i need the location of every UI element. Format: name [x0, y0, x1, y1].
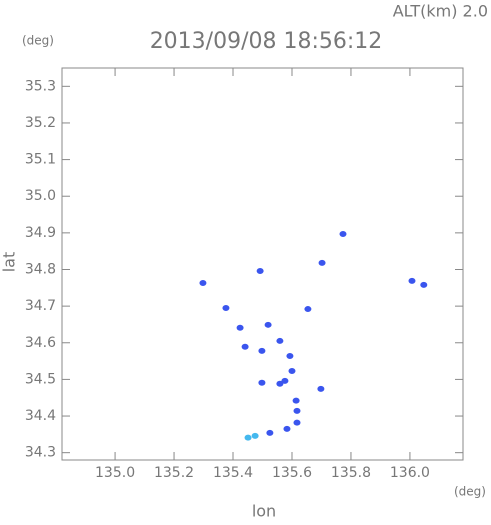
- x-tick-label: 135.6: [272, 465, 312, 481]
- echo: [264, 321, 272, 328]
- y-tick-label: 35.2: [25, 115, 56, 131]
- echo: [276, 380, 284, 387]
- x-tick-label: 135.4: [213, 465, 253, 481]
- altitude-label: ALT(km) 2.0: [393, 2, 488, 21]
- echo: [251, 432, 259, 439]
- plot-frame: [61, 67, 464, 461]
- echo: [288, 367, 296, 374]
- x-unit: (deg): [454, 485, 486, 499]
- x-tick-label: 135.8: [331, 465, 371, 481]
- x-axis-label: lon: [252, 502, 276, 521]
- x-tick-label: 135.0: [95, 465, 135, 481]
- y-tick-label: 35.1: [25, 152, 56, 168]
- y-tick-label: 34.3: [25, 445, 56, 461]
- echo: [222, 304, 230, 311]
- echo: [258, 379, 266, 386]
- echo: [281, 377, 289, 384]
- echo: [266, 429, 274, 436]
- y-tick-label: 34.4: [25, 408, 56, 424]
- x-tick-label: 136.0: [390, 465, 430, 481]
- echo: [286, 352, 294, 359]
- echo: [236, 324, 244, 331]
- y-tick-label: 35.0: [25, 188, 56, 204]
- echo: [199, 280, 207, 287]
- echo: [293, 407, 301, 414]
- y-tick-label: 34.7: [25, 298, 56, 314]
- y-tick-label: 34.6: [25, 335, 56, 351]
- x-tick-label: 135.2: [154, 465, 194, 481]
- echo: [420, 281, 428, 288]
- y-unit: (deg): [22, 34, 54, 48]
- echo: [317, 385, 325, 392]
- chart-title: 2013/09/08 18:56:12: [150, 29, 383, 54]
- echo: [241, 343, 249, 350]
- y-axis-label: lat: [0, 252, 19, 273]
- echo: [256, 267, 264, 274]
- echo: [408, 277, 416, 284]
- echo: [304, 306, 312, 313]
- echo: [293, 419, 301, 426]
- echo: [292, 397, 300, 404]
- echo: [318, 259, 326, 266]
- echo: [283, 425, 291, 432]
- echo: [339, 230, 347, 237]
- echo: [244, 434, 252, 441]
- y-tick-label: 34.9: [25, 225, 56, 241]
- y-tick-label: 34.8: [25, 261, 56, 277]
- echo: [276, 337, 284, 344]
- y-tick-label: 34.5: [25, 371, 56, 387]
- y-tick-label: 35.3: [25, 78, 56, 94]
- echo: [258, 347, 266, 354]
